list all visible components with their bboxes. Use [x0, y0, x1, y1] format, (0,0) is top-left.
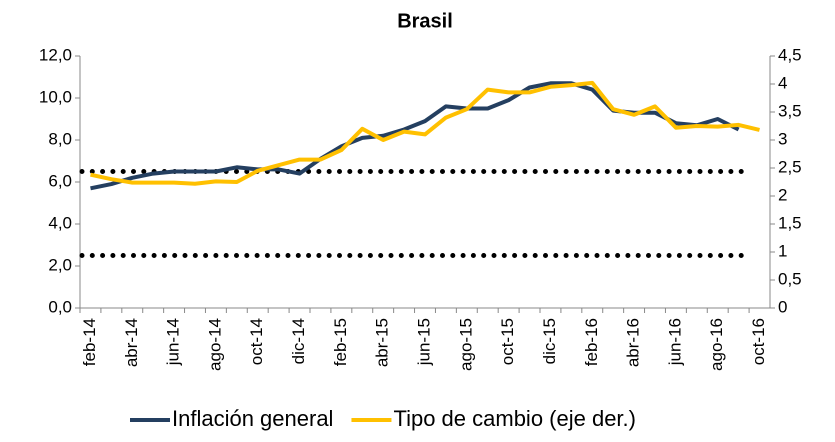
y2-tick-label: 1,5 [778, 213, 802, 232]
x-tick-label: abr-14 [122, 318, 141, 367]
x-tick-label: jun-15 [414, 318, 433, 366]
y2-tick-label: 3,5 [778, 101, 802, 120]
y2-tick-label: 2 [778, 185, 787, 204]
y2-tick-label: 0 [778, 297, 787, 316]
x-tick-label: jun-14 [164, 318, 183, 366]
y2-tick-label: 2,5 [778, 157, 802, 176]
x-tick-label: oct-15 [498, 318, 517, 365]
series-line [90, 81, 740, 191]
x-tick-label: ago-15 [456, 318, 475, 371]
x-tick-label: dic-14 [289, 318, 308, 364]
y2-tick-label: 4 [778, 73, 787, 92]
legend-label: Inflación general [172, 406, 333, 431]
y-tick-label: 10,0 [39, 87, 72, 106]
x-tick-label: abr-15 [373, 318, 392, 367]
x-tick-label: oct-16 [749, 318, 768, 365]
y-tick-label: 12,0 [39, 45, 72, 64]
x-tick-label: jun-16 [665, 318, 684, 366]
y2-tick-label: 0,5 [778, 269, 802, 288]
x-tick-label: dic-15 [540, 318, 559, 364]
series-line [90, 80, 760, 186]
y-tick-label: 0,0 [48, 297, 72, 316]
y-tick-label: 6,0 [48, 171, 72, 190]
x-tick-label: feb-16 [582, 318, 601, 366]
y-tick-label: 8,0 [48, 129, 72, 148]
x-tick-label: abr-16 [624, 318, 643, 367]
y2-tick-label: 1 [778, 241, 787, 260]
y-tick-label: 2,0 [48, 255, 72, 274]
y2-tick-label: 3 [778, 129, 787, 148]
y-tick-label: 4,0 [48, 213, 72, 232]
x-tick-label: ago-14 [205, 318, 224, 371]
x-tick-label: oct-14 [247, 318, 266, 365]
x-tick-label: feb-14 [80, 318, 99, 366]
y2-tick-label: 4,5 [778, 45, 802, 64]
x-tick-label: ago-16 [707, 318, 726, 371]
x-tick-label: feb-15 [331, 318, 350, 366]
legend-label: Tipo de cambio (eje der.) [393, 406, 636, 431]
chart-title: Brasil [397, 10, 453, 32]
